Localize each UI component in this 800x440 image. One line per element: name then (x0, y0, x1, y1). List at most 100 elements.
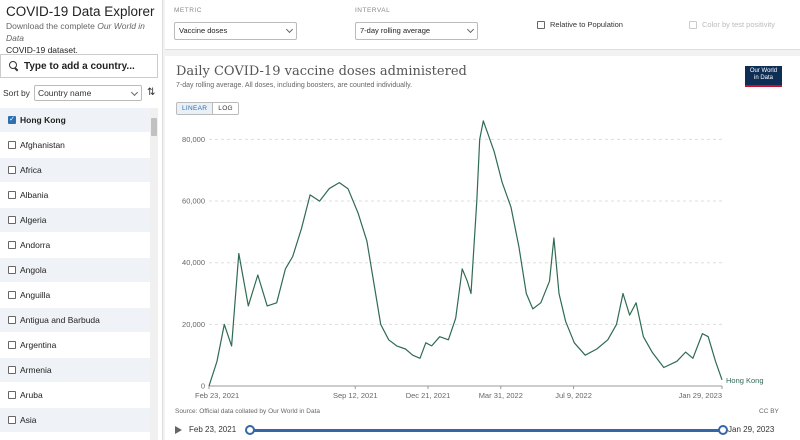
country-item[interactable]: Anguilla (0, 283, 150, 308)
x-tick-label: Jul 9, 2022 (555, 391, 592, 400)
app-title: COVID-19 Data Explorer (6, 4, 155, 19)
description-owid: Our World in Data (6, 21, 145, 43)
chevron-down-icon (285, 25, 294, 34)
y-tick-label: 80,000 (182, 135, 205, 144)
y-tick-label: 60,000 (182, 197, 205, 206)
relative-checkbox[interactable] (537, 20, 545, 29)
dataset-link[interactable]: COVID-19 dataset. (6, 45, 78, 55)
sort-bar: Sort by Country name ⇅ (3, 84, 161, 101)
x-tick-label: Dec 21, 2021 (406, 391, 451, 400)
color-label: Color by test positivity (702, 20, 775, 29)
app-description: Download the complete Our World in Data … (6, 20, 161, 56)
country-name: Asia (20, 415, 37, 425)
country-item[interactable]: Africa (0, 158, 150, 183)
owid-logo[interactable]: Our World in Data (745, 66, 782, 87)
checkbox-icon[interactable] (8, 166, 16, 174)
chart-subtitle: 7-day rolling average. All doses, includ… (176, 82, 413, 89)
country-name: Africa (20, 165, 42, 175)
x-tick-label: Mar 31, 2022 (479, 391, 523, 400)
timeline-end-label: Jan 29, 2023 (728, 425, 775, 434)
country-list-scrollbar[interactable] (150, 108, 158, 440)
metric-select-value: Vaccine doses (179, 26, 228, 35)
checkbox-icon[interactable] (8, 341, 16, 349)
country-item[interactable]: Argentina (0, 333, 150, 358)
country-item[interactable]: ✓ Hong Kong (0, 108, 150, 133)
x-tick-label: Feb 23, 2021 (195, 391, 239, 400)
country-item[interactable]: Angola (0, 258, 150, 283)
country-name: Albania (20, 190, 49, 200)
interval-select[interactable]: 7-day rolling average (355, 22, 478, 40)
country-name: Armenia (20, 365, 52, 375)
checkbox-checked-icon[interactable]: ✓ (8, 116, 16, 124)
sort-order-icon[interactable]: ⇅ (146, 87, 156, 98)
country-name: Angola (20, 265, 47, 275)
x-tick-label: Jan 29, 2023 (679, 391, 722, 400)
checkbox-icon[interactable] (8, 391, 16, 399)
country-name: Anguilla (20, 290, 51, 300)
logo-line-2: in Data (753, 74, 773, 81)
country-search[interactable] (0, 54, 158, 78)
country-item[interactable]: Afghanistan (0, 133, 150, 158)
interval-label: INTERVAL (355, 7, 391, 14)
relative-to-population-toggle[interactable]: Relative to Population (537, 20, 623, 29)
country-name: Hong Kong (20, 115, 66, 125)
checkbox-icon[interactable] (8, 416, 16, 424)
chart-series: Hong Kong (208, 120, 764, 387)
country-name: Argentina (20, 340, 57, 350)
chevron-down-icon (466, 25, 475, 34)
country-item[interactable]: Asia (0, 408, 150, 433)
checkbox-icon[interactable] (8, 241, 16, 249)
checkbox-icon[interactable] (8, 266, 16, 274)
timeline-track[interactable] (249, 429, 722, 432)
chart-source: Source: Official data collated by Our Wo… (175, 408, 320, 415)
metric-select[interactable]: Vaccine doses (174, 22, 297, 40)
linear-scale-button[interactable]: LINEAR (177, 103, 214, 114)
country-item[interactable]: Antigua and Barbuda (0, 308, 150, 333)
timeline: Feb 23, 2021 Jan 29, 2023 (173, 423, 793, 437)
chart-grid (209, 138, 722, 387)
y-axis: 0 20,000 40,000 60,000 80,000 (182, 135, 205, 391)
timeline-start-label: Feb 23, 2021 (189, 425, 237, 434)
chart-panel: Daily COVID-19 vaccine doses administere… (165, 56, 800, 440)
sort-select[interactable]: Country name (33, 84, 142, 101)
checkbox-icon[interactable] (8, 291, 16, 299)
y-tick-label: 0 (201, 382, 205, 391)
country-item[interactable]: Armenia (0, 358, 150, 383)
controls-bar: METRIC Vaccine doses INTERVAL 7-day roll… (165, 0, 800, 50)
country-item[interactable]: Aruba (0, 383, 150, 408)
timeline-start-handle[interactable] (245, 425, 255, 435)
checkbox-icon[interactable] (8, 216, 16, 224)
checkbox-icon[interactable] (8, 141, 16, 149)
country-list: ✓ Hong Kong Afghanistan Africa Albania Algeri… (0, 108, 150, 440)
country-item[interactable]: Algeria (0, 208, 150, 233)
y-tick-label: 40,000 (182, 258, 205, 267)
logo-line-1: Our World (749, 68, 778, 74)
chart-license[interactable]: CC BY (759, 408, 779, 415)
country-item[interactable]: Albania (0, 183, 150, 208)
scrollbar-thumb[interactable] (151, 118, 157, 136)
country-name: Andorra (20, 240, 51, 250)
play-icon[interactable] (175, 426, 182, 434)
checkbox-icon[interactable] (8, 316, 16, 324)
country-search-input[interactable] (24, 60, 154, 72)
y-tick-label: 20,000 (182, 320, 205, 329)
chart-title: Daily COVID-19 vaccine doses administere… (176, 64, 467, 79)
log-scale-button[interactable]: LOG (213, 103, 238, 114)
country-item[interactable]: Andorra (0, 233, 150, 258)
interval-select-value: 7-day rolling average (360, 26, 431, 35)
chart-plot: 0 20,000 40,000 60,000 80,000 Feb 23, 2021 Se… (182, 120, 764, 400)
color-by-positivity-toggle[interactable]: Color by test positivity (689, 20, 775, 29)
country-name: Afghanistan (20, 140, 65, 150)
x-tick-label: Sep 12, 2021 (333, 391, 378, 400)
series-line[interactable] (208, 120, 723, 387)
country-name: Antigua and Barbuda (20, 315, 100, 325)
sidebar: COVID-19 Data Explorer Download the comp… (0, 0, 163, 440)
checkbox-icon[interactable] (8, 366, 16, 374)
sort-select-value: Country name (37, 87, 92, 98)
color-checkbox[interactable] (689, 20, 697, 29)
timeline-end-handle[interactable] (718, 425, 728, 435)
description-text: Download the complete (6, 21, 98, 31)
series-label[interactable]: Hong Kong (726, 376, 764, 385)
relative-label: Relative to Population (550, 20, 623, 29)
checkbox-icon[interactable] (8, 191, 16, 199)
